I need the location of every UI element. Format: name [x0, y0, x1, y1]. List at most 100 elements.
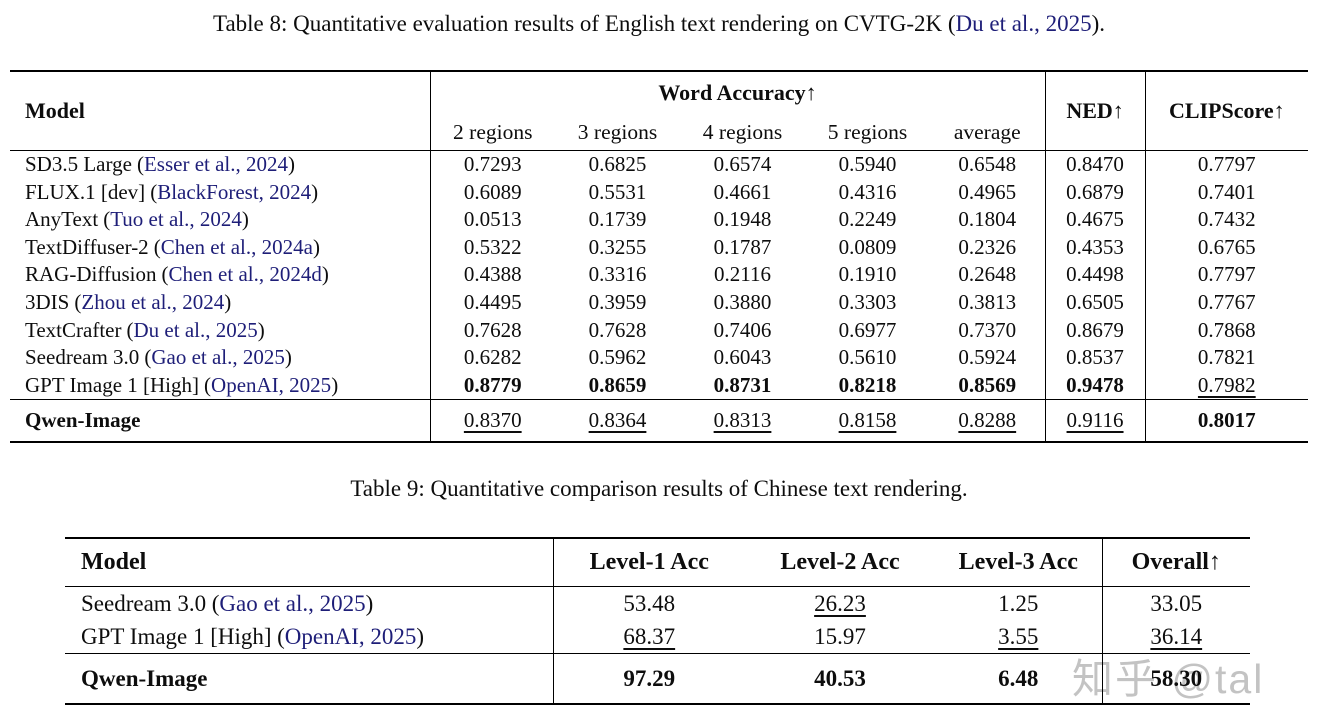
value-cell: 0.8017: [1144, 399, 1309, 443]
citation-link[interactable]: Tuo et al., 2024: [103, 207, 249, 231]
citation-link[interactable]: Du et al., 2025: [955, 11, 1092, 36]
value-cell: 0.6825: [588, 152, 647, 176]
col-header-3-regions: 3 regions: [577, 119, 658, 144]
table-row-anytext: AnyTextTuo et al., 2024 0.0513 0.1739 0.…: [10, 206, 1309, 234]
model-name-cell: TextDiffuser-2Chen et al., 2024a: [10, 234, 430, 262]
value-cell: 0.8470: [1044, 150, 1146, 179]
table8-caption: Table 8: Quantitative evaluation results…: [0, 11, 1318, 37]
value-cell: 0.5940: [838, 152, 897, 176]
value-cell: 3.55: [998, 624, 1039, 649]
value-cell: 0.3255: [588, 234, 647, 259]
value-cell: 0.2116: [714, 262, 771, 287]
value-cell: 0.6089: [429, 178, 555, 207]
value-cell: 0.1804: [958, 207, 1017, 232]
model-name-cell: RAG-DiffusionChen et al., 2024d: [10, 261, 430, 289]
value-cell: 0.4495: [429, 288, 555, 317]
model-name-cell: 3DISZhou et al., 2024: [10, 289, 430, 317]
value-cell: 0.3316: [588, 262, 647, 287]
table-row-gptimage1: GPT Image 1 [High]OpenAI, 2025 0.8779 0.…: [10, 371, 1309, 400]
value-cell: 0.8158: [838, 408, 897, 433]
value-cell: 0.9116: [1044, 399, 1146, 443]
value-cell: 0.6977: [838, 317, 897, 342]
citation-link[interactable]: Chen et al., 2024a: [154, 235, 320, 259]
value-cell: 0.7432: [1144, 206, 1309, 234]
col-header-word-accuracy: Word Accuracy↑: [429, 71, 1046, 114]
table9-caption: Table 9: Quantitative comparison results…: [350, 476, 968, 501]
col-header-5-regions: 5 regions: [827, 119, 908, 144]
value-cell: 0.9478: [1044, 371, 1146, 400]
model-name: Seedream 3.0: [25, 345, 140, 370]
table-row-qwen-image: Qwen-Image 0.8370 0.8364 0.8313 0.8158 0…: [10, 399, 1309, 443]
value-cell: 40.53: [814, 666, 866, 691]
value-cell: 0.4661: [713, 179, 772, 204]
model-name-cell: GPT Image 1 [High]OpenAI, 2025: [10, 372, 430, 400]
value-cell: 15.97: [814, 624, 866, 649]
table9-body: Seedream 3.0Gao et al., 2025 53.48 26.23…: [65, 586, 1250, 654]
value-cell: 0.6505: [1044, 288, 1146, 317]
model-name: FLUX.1 [dev]: [25, 179, 146, 204]
value-cell: 0.8370: [429, 399, 555, 443]
table-row-textcrafter: TextCrafterDu et al., 2025 0.7628 0.7628…: [10, 316, 1309, 345]
value-cell: 0.0513: [429, 206, 555, 234]
citation-link[interactable]: OpenAI, 2025: [204, 373, 338, 397]
table-row-qwen-image-cn: Qwen-Image 97.29 40.53 6.48 58.30: [65, 653, 1250, 704]
model-name: 3DIS: [25, 289, 70, 314]
table-chinese-text-rendering: Model Level-1 Acc Level-2 Acc Level-3 Ac…: [65, 537, 1250, 705]
model-name: GPT Image 1 [High]: [81, 624, 272, 649]
value-cell: 0.2249: [838, 207, 897, 232]
citation-link[interactable]: Esser et al., 2024: [137, 152, 295, 176]
value-cell: 0.8288: [958, 408, 1017, 433]
value-cell: 0.3880: [713, 289, 772, 314]
value-cell: 0.8218: [838, 372, 897, 397]
value-cell: 53.48: [552, 586, 745, 620]
model-name-cell: AnyTextTuo et al., 2024: [10, 206, 430, 234]
value-cell: 0.4498: [1044, 261, 1146, 289]
value-cell: 0.6574: [713, 152, 772, 176]
model-name: TextDiffuser-2: [25, 234, 149, 259]
col-header-level2-acc: Level-2 Acc: [780, 549, 900, 575]
value-cell: 0.7401: [1144, 178, 1309, 207]
col-header-level1-acc: Level-1 Acc: [552, 538, 745, 587]
value-cell: 6.48: [998, 666, 1039, 691]
value-cell: 0.7797: [1144, 150, 1309, 179]
citation-link[interactable]: Gao et al., 2025: [144, 345, 292, 369]
citation-link[interactable]: Du et al., 2025: [127, 318, 265, 342]
value-cell: 0.6043: [713, 345, 772, 370]
value-cell: 1.25: [998, 591, 1039, 616]
citation-link[interactable]: OpenAI, 2025: [277, 624, 424, 649]
col-header-level3-acc: Level-3 Acc: [958, 549, 1078, 575]
value-cell: 68.37: [552, 620, 745, 654]
col-header-2-regions: 2 regions: [429, 114, 555, 151]
value-cell: 0.3813: [958, 289, 1017, 314]
model-name: AnyText: [25, 207, 99, 232]
citation-link[interactable]: BlackForest, 2024: [150, 180, 318, 204]
value-cell: 0.8313: [713, 408, 772, 433]
table9-header: Model Level-1 Acc Level-2 Acc Level-3 Ac…: [65, 538, 1250, 587]
table8-caption-text: Table 8: Quantitative evaluation results…: [213, 11, 956, 36]
model-name-cell: Qwen-Image: [81, 666, 208, 691]
col-header-clipscore: CLIPScore↑: [1144, 71, 1309, 151]
model-name-cell: Qwen-Image: [25, 408, 141, 433]
value-cell: 0.2648: [958, 262, 1017, 287]
value-cell: 0.2326: [958, 234, 1017, 259]
value-cell: 0.8364: [588, 408, 647, 433]
value-cell: 0.4353: [1044, 233, 1146, 262]
model-name: TextCrafter: [25, 317, 122, 342]
model-name-cell: Seedream 3.0Gao et al., 2025: [10, 344, 430, 372]
citation-link[interactable]: Zhou et al., 2024: [74, 290, 231, 314]
value-cell: 0.6282: [429, 344, 555, 372]
citation-link[interactable]: Gao et al., 2025: [212, 591, 374, 616]
value-cell: 0.4675: [1044, 206, 1146, 234]
value-cell: 0.8537: [1044, 344, 1146, 372]
table-row-sd35: SD3.5 LargeEsser et al., 2024 0.7293 0.6…: [10, 150, 1309, 179]
value-cell: 97.29: [552, 653, 745, 704]
value-cell: 0.7406: [713, 317, 772, 342]
table8-qwen-row-group: Qwen-Image 0.8370 0.8364 0.8313 0.8158 0…: [10, 399, 1309, 443]
table-row-textdiffuser2: TextDiffuser-2Chen et al., 2024a 0.5322 …: [10, 233, 1309, 262]
value-cell: 0.7293: [429, 150, 555, 179]
value-cell: 0.3959: [588, 289, 647, 314]
model-name-cell: TextCrafterDu et al., 2025: [10, 317, 430, 345]
value-cell: 0.6879: [1044, 178, 1146, 207]
citation-link[interactable]: Chen et al., 2024d: [161, 262, 328, 286]
model-name: SD3.5 Large: [25, 152, 132, 176]
